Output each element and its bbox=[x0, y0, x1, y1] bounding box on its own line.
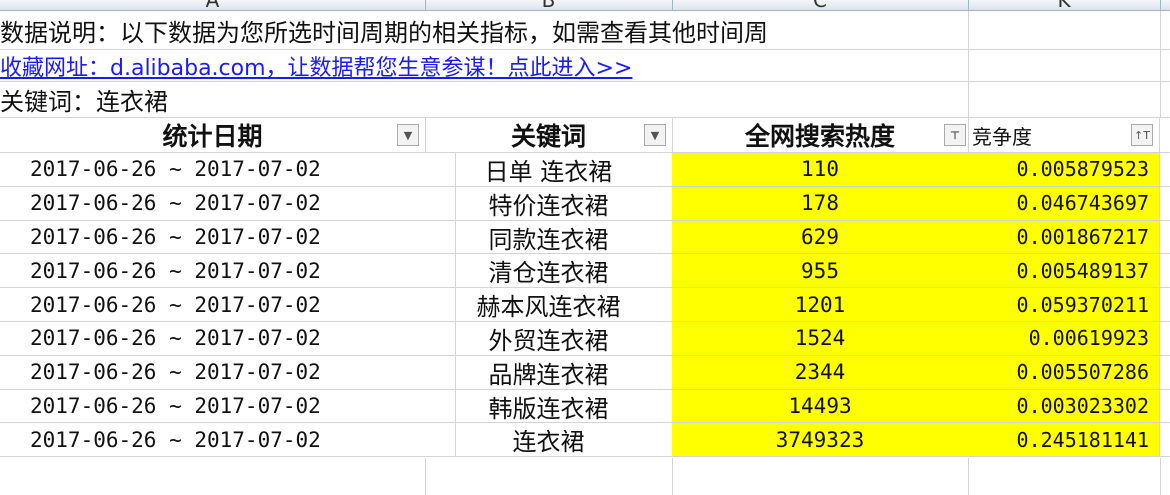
column-header-b[interactable]: B bbox=[425, 0, 673, 10]
search-heat-cell[interactable]: 110 bbox=[672, 153, 969, 186]
filter-dropdown-icon[interactable]: ▼ bbox=[644, 124, 666, 146]
search-heat-cell[interactable]: 955 bbox=[672, 254, 969, 288]
date-cell[interactable]: 2017-06-26 ~ 2017-07-02 bbox=[0, 355, 456, 389]
cell[interactable] bbox=[0, 458, 426, 495]
sort-filter-icon[interactable]: ↑T bbox=[1131, 124, 1153, 146]
competition-cell[interactable]: 0.059370211 bbox=[968, 288, 1160, 321]
date-cell[interactable]: 2017-06-26 ~ 2017-07-02 bbox=[0, 186, 456, 220]
header-competition-label: 竞争度 bbox=[972, 124, 1032, 149]
table-row: 2017-06-26 ~ 2017-07-02 同款连衣裙 629 0.0018… bbox=[0, 220, 1170, 255]
keyword-cell[interactable]: 韩版连衣裙 bbox=[425, 389, 673, 423]
table-row: 2017-06-26 ~ 2017-07-02 连衣裙 3749323 0.24… bbox=[0, 423, 1170, 458]
header-date: 统计日期 ▼ bbox=[0, 118, 426, 152]
header-search-heat: 全网搜索热度 ⊤ bbox=[672, 118, 969, 152]
date-cell[interactable]: 2017-06-26 ~ 2017-07-02 bbox=[0, 322, 456, 355]
date-cell[interactable]: 2017-06-26 ~ 2017-07-02 bbox=[0, 254, 456, 288]
competition-cell[interactable]: 0.003023302 bbox=[968, 389, 1160, 423]
header-search-heat-label: 全网搜索热度 bbox=[744, 122, 895, 151]
date-cell[interactable]: 2017-06-26 ~ 2017-07-02 bbox=[0, 423, 456, 457]
table-row: 2017-06-26 ~ 2017-07-02 韩版连衣裙 14493 0.00… bbox=[0, 389, 1170, 424]
competition-cell[interactable]: 0.005879523 bbox=[968, 153, 1160, 186]
cell[interactable] bbox=[968, 11, 1161, 49]
column-headers: A B C K bbox=[0, 0, 1170, 11]
header-keyword: 关键词 ▼ bbox=[425, 118, 673, 152]
keyword-cell[interactable]: 日单 连衣裙 bbox=[425, 153, 673, 186]
competition-cell[interactable]: 0.00619923 bbox=[968, 322, 1160, 355]
column-header-k[interactable]: K bbox=[968, 0, 1161, 10]
search-heat-cell[interactable]: 14493 bbox=[672, 389, 969, 423]
table-row: 2017-06-26 ~ 2017-07-02 特价连衣裙 178 0.0467… bbox=[0, 186, 1170, 221]
keyword-label: 关键词：连衣裙 bbox=[0, 82, 969, 117]
search-heat-cell[interactable]: 1201 bbox=[672, 288, 969, 321]
description-row: 数据说明：以下数据为您所选时间周期的相关指标，如需查看其他时间周 bbox=[0, 11, 1170, 50]
cell[interactable] bbox=[968, 82, 1161, 117]
table-row: 2017-06-26 ~ 2017-07-02 外贸连衣裙 1524 0.006… bbox=[0, 322, 1170, 356]
competition-cell[interactable]: 0.005507286 bbox=[968, 355, 1160, 389]
keyword-cell[interactable]: 连衣裙 bbox=[425, 423, 673, 456]
empty-row bbox=[0, 458, 1170, 495]
search-heat-cell[interactable]: 178 bbox=[672, 186, 969, 220]
column-header-a[interactable]: A bbox=[0, 0, 426, 10]
cell[interactable] bbox=[968, 50, 1161, 81]
keyword-cell[interactable]: 清仓连衣裙 bbox=[425, 254, 673, 287]
cell[interactable] bbox=[968, 458, 1161, 495]
header-competition: 竞争度 ↑T bbox=[968, 118, 1160, 152]
search-heat-cell[interactable]: 629 bbox=[672, 220, 969, 254]
date-cell[interactable]: 2017-06-26 ~ 2017-07-02 bbox=[0, 389, 456, 423]
cell[interactable] bbox=[672, 458, 969, 495]
keyword-row: 关键词：连衣裙 bbox=[0, 82, 1170, 118]
date-cell[interactable]: 2017-06-26 ~ 2017-07-02 bbox=[0, 220, 456, 254]
header-keyword-label: 关键词 bbox=[510, 122, 586, 151]
description-text: 数据说明：以下数据为您所选时间周期的相关指标，如需查看其他时间周 bbox=[0, 11, 969, 49]
date-cell[interactable]: 2017-06-26 ~ 2017-07-02 bbox=[0, 153, 456, 186]
date-cell[interactable]: 2017-06-26 ~ 2017-07-02 bbox=[0, 288, 456, 321]
search-heat-cell[interactable]: 3749323 bbox=[672, 423, 969, 457]
search-heat-cell[interactable]: 2344 bbox=[672, 355, 969, 389]
competition-cell[interactable]: 0.245181141 bbox=[968, 423, 1160, 457]
table-row: 2017-06-26 ~ 2017-07-02 日单 连衣裙 110 0.005… bbox=[0, 153, 1170, 187]
keyword-cell[interactable]: 同款连衣裙 bbox=[425, 220, 673, 254]
filter-active-icon[interactable]: ⊤ bbox=[944, 124, 966, 146]
competition-cell[interactable]: 0.001867217 bbox=[968, 220, 1160, 254]
table-row: 2017-06-26 ~ 2017-07-02 品牌连衣裙 2344 0.005… bbox=[0, 355, 1170, 390]
cell[interactable] bbox=[425, 458, 673, 495]
search-heat-cell[interactable]: 1524 bbox=[672, 322, 969, 355]
keyword-cell[interactable]: 品牌连衣裙 bbox=[425, 355, 673, 389]
keyword-cell[interactable]: 赫本风连衣裙 bbox=[425, 288, 673, 321]
competition-cell[interactable]: 0.046743697 bbox=[968, 186, 1160, 220]
filter-dropdown-icon[interactable]: ▼ bbox=[397, 124, 419, 146]
column-header-c[interactable]: C bbox=[672, 0, 969, 10]
keyword-cell[interactable]: 特价连衣裙 bbox=[425, 186, 673, 220]
header-date-label: 统计日期 bbox=[162, 122, 263, 151]
link-row: 收藏网址：d.alibaba.com，让数据帮您生意参谋！点此进入>> bbox=[0, 50, 1170, 82]
alibaba-link[interactable]: 收藏网址：d.alibaba.com，让数据帮您生意参谋！点此进入>> bbox=[0, 55, 633, 81]
table-row: 2017-06-26 ~ 2017-07-02 清仓连衣裙 955 0.0054… bbox=[0, 254, 1170, 289]
keyword-cell[interactable]: 外贸连衣裙 bbox=[425, 322, 673, 355]
table-row: 2017-06-26 ~ 2017-07-02 赫本风连衣裙 1201 0.05… bbox=[0, 288, 1170, 322]
table-header-row: 统计日期 ▼ 关键词 ▼ 全网搜索热度 ⊤ 竞争度 ↑T bbox=[0, 118, 1170, 153]
competition-cell[interactable]: 0.005489137 bbox=[968, 254, 1160, 288]
